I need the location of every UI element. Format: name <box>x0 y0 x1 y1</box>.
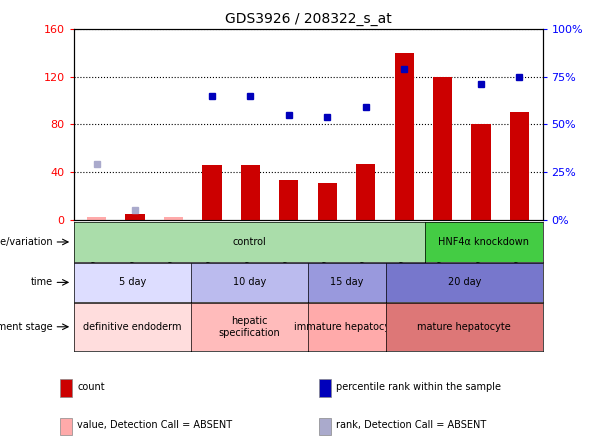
Bar <box>241 165 260 220</box>
Bar <box>202 165 221 220</box>
Bar <box>319 417 330 435</box>
Bar <box>60 417 72 435</box>
Bar <box>164 218 183 220</box>
Text: count: count <box>77 382 105 392</box>
Text: development stage: development stage <box>0 322 53 332</box>
Bar <box>356 164 375 220</box>
Text: hepatic
specification: hepatic specification <box>219 316 280 337</box>
Text: genotype/variation: genotype/variation <box>0 237 53 247</box>
Title: GDS3926 / 208322_s_at: GDS3926 / 208322_s_at <box>224 12 392 27</box>
Text: 10 day: 10 day <box>233 278 266 287</box>
Text: HNF4α knockdown: HNF4α knockdown <box>438 237 530 247</box>
Text: control: control <box>232 237 266 247</box>
Bar <box>471 124 490 220</box>
Bar <box>126 214 145 220</box>
Bar <box>395 53 414 220</box>
Bar <box>318 183 337 220</box>
Bar <box>319 379 330 397</box>
Bar <box>87 218 106 220</box>
Bar <box>510 112 529 220</box>
Text: definitive endoderm: definitive endoderm <box>83 322 181 332</box>
Bar <box>279 180 299 220</box>
Text: 15 day: 15 day <box>330 278 364 287</box>
Text: 20 day: 20 day <box>447 278 481 287</box>
Text: time: time <box>31 278 53 287</box>
Text: 5 day: 5 day <box>118 278 146 287</box>
Text: value, Detection Call = ABSENT: value, Detection Call = ABSENT <box>77 420 232 430</box>
Text: mature hepatocyte: mature hepatocyte <box>417 322 511 332</box>
Bar <box>60 379 72 397</box>
Text: percentile rank within the sample: percentile rank within the sample <box>336 382 501 392</box>
Text: rank, Detection Call = ABSENT: rank, Detection Call = ABSENT <box>336 420 486 430</box>
Bar <box>433 76 452 220</box>
Text: immature hepatocyte: immature hepatocyte <box>294 322 400 332</box>
